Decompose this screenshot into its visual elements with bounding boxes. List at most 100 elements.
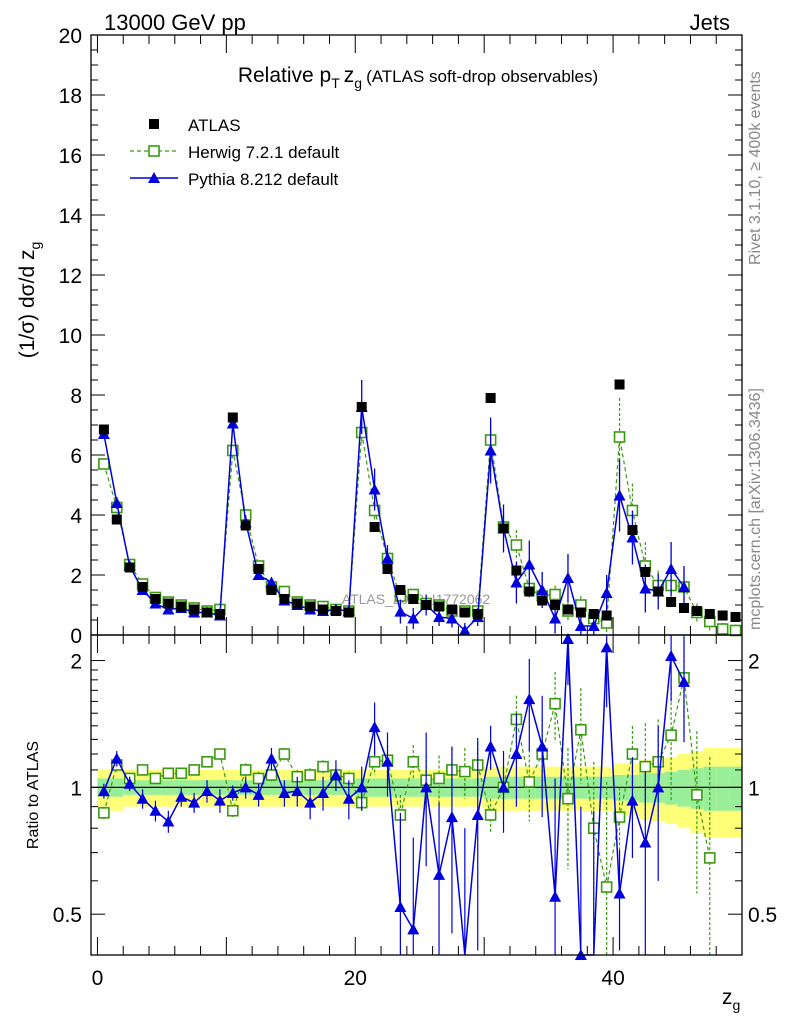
- legend-herwig-label: Herwig 7.2.1 default: [188, 143, 339, 162]
- pythia-ratio-point: [149, 804, 162, 816]
- pythia-ratio-point: [136, 792, 149, 804]
- pythia-point: [162, 603, 175, 615]
- atlas-point: [666, 597, 677, 607]
- atlas-point: [575, 607, 586, 618]
- pythia-ratio-point: [188, 796, 201, 808]
- pythia-ratio-point: [278, 786, 291, 798]
- herwig-ratio-point: [304, 769, 316, 781]
- pythia-point: [265, 576, 278, 588]
- atlas-point: [434, 601, 445, 612]
- pythia-point: [665, 563, 678, 574]
- pythia-ratio-point: [355, 781, 368, 793]
- herwig-point: [549, 588, 561, 601]
- atlas-point: [356, 402, 367, 412]
- pythia-point: [433, 611, 446, 622]
- herwig-ratio-point: [368, 756, 381, 768]
- pythia-ratio-point: [304, 796, 317, 808]
- pythia-point: [549, 612, 562, 624]
- ratio-band-inner: [729, 766, 742, 811]
- pythia-ratio-point: [226, 786, 239, 798]
- herwig-ratio-point: [613, 811, 626, 823]
- ylabel-main-text: (1/σ) dσ/d z: [16, 250, 39, 359]
- pythia-ratio-point: [97, 785, 110, 797]
- y-tick-label: 12: [59, 265, 82, 288]
- herwig-ratio-point: [278, 748, 291, 760]
- xlabel-sub: g: [733, 997, 741, 1013]
- atlas-point: [640, 567, 651, 577]
- atlas-point: [111, 514, 122, 525]
- pythia-ratio-point: [317, 786, 330, 798]
- pythia-ratio-point: [291, 785, 304, 797]
- pythia-ratio-point: [536, 740, 549, 752]
- pythia-ratio-point: [239, 781, 252, 793]
- pythia-point: [600, 587, 613, 598]
- atlas-point: [717, 610, 728, 621]
- legend-pythia-label: Pythia 8.212 default: [188, 170, 339, 189]
- title-main: Relative p: [238, 64, 331, 87]
- pythia-point: [484, 444, 497, 456]
- pythia-ratio-point: [471, 808, 484, 820]
- atlas-point: [318, 604, 329, 615]
- herwig-ratio-point: [214, 748, 226, 760]
- herwig-ratio-point: [549, 697, 561, 710]
- pythia-point: [523, 558, 536, 570]
- atlas-point: [150, 594, 161, 604]
- herwig-ratio-point: [188, 764, 200, 776]
- legend-atlas-marker: [149, 119, 159, 129]
- pythia-ratio-point: [561, 633, 574, 645]
- pythia-ratio-point: [252, 788, 265, 800]
- rivet-label: Rivet 3.1.10, ≥ 400k events: [747, 71, 764, 265]
- atlas-point: [498, 523, 509, 534]
- ylabel-ratio: Ratio to ATLAS: [25, 741, 42, 849]
- herwig-ratio-point: [201, 756, 213, 768]
- atlas-point: [266, 585, 277, 595]
- y-tick-label: 2: [70, 565, 82, 588]
- atlas-point: [511, 565, 522, 576]
- pythia-ratio-point: [175, 790, 188, 802]
- chart-title: Relative pT zg (ATLAS soft-drop observable…: [238, 64, 598, 91]
- atlas-point: [408, 594, 419, 604]
- atlas-point: [124, 562, 135, 573]
- atlas-point: [446, 604, 457, 615]
- y-tick-label: 10: [59, 325, 82, 348]
- pythia-ratio-point: [381, 755, 394, 767]
- x-tick-label: 40: [601, 967, 624, 990]
- title-z: z: [344, 64, 355, 87]
- pythia-ratio-point: [626, 794, 639, 806]
- atlas-point: [395, 585, 406, 595]
- atlas-point: [678, 603, 689, 613]
- pythia-point: [561, 572, 574, 583]
- herwig-ratio-point: [175, 767, 188, 780]
- herwig-point: [510, 539, 523, 551]
- legend: ATLAS Herwig 7.2.1 default Pythia 8.212 de…: [130, 116, 339, 189]
- pythia-ratio-point: [420, 781, 433, 793]
- atlas-point: [202, 607, 213, 618]
- pythia-point: [626, 531, 639, 543]
- ratio-panel-series: [97, 633, 716, 960]
- pythia-ratio-point: [433, 868, 446, 880]
- y-tick-label: 0: [70, 625, 82, 648]
- herwig-line: [103, 432, 736, 632]
- herwig-ratio-point: [600, 881, 613, 893]
- ylabel-main: (1/σ) dσ/d zg: [16, 242, 43, 359]
- pythia-point: [587, 620, 600, 631]
- pythia-ratio-point: [484, 740, 497, 752]
- title-rest: (ATLAS soft-drop observables): [366, 67, 598, 86]
- atlas-point: [227, 412, 238, 423]
- herwig-ratio-point: [317, 760, 329, 773]
- herwig-ratio-point: [252, 772, 265, 785]
- herwig-ratio-point: [162, 767, 175, 780]
- pythia-point: [613, 489, 626, 501]
- pythia-ratio-point: [342, 792, 355, 804]
- ratio-y-tick-label-right: 1: [748, 777, 760, 800]
- herwig-ratio-point: [562, 792, 574, 805]
- y-tick-label: 8: [70, 385, 82, 408]
- herwig-point: [227, 444, 239, 457]
- pythia-ratio-point: [497, 781, 510, 793]
- y-tick-label: 4: [70, 505, 82, 528]
- pythia-point: [445, 612, 458, 624]
- atlas-point: [305, 601, 316, 612]
- atlas-point: [524, 586, 535, 597]
- atlas-point: [691, 606, 702, 616]
- pythia-ratio-point: [213, 794, 226, 806]
